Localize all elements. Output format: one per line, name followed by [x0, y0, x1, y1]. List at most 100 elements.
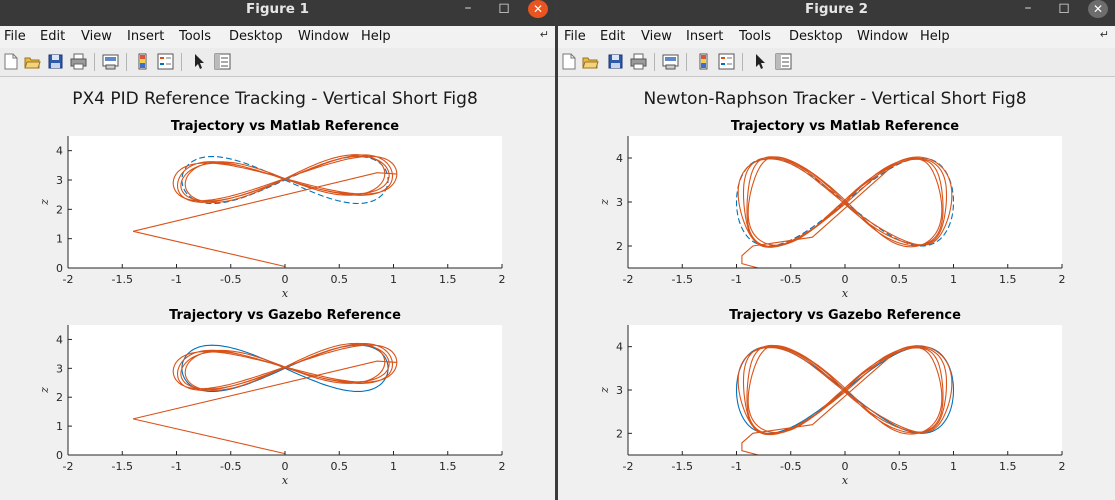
menu-window[interactable]: Window — [298, 29, 350, 44]
x-tick-label: 2 — [499, 460, 506, 473]
x-tick-label: -1.5 — [672, 460, 693, 473]
subplot-title: Trajectory vs Matlab Reference — [731, 119, 959, 134]
menu-insert[interactable]: Insert — [686, 29, 724, 44]
y-tick-label: 2 — [616, 427, 623, 440]
y-tick-label: 1 — [56, 233, 63, 246]
toolbar-separator — [126, 53, 127, 71]
y-tick-label: 2 — [56, 391, 63, 404]
trajectory-series-line — [132, 342, 398, 455]
x-axis-label: x — [282, 474, 289, 487]
menu-help[interactable]: Help — [361, 29, 391, 44]
maximize-button[interactable]: ◻ — [1058, 0, 1070, 16]
select-pointer-icon[interactable] — [191, 53, 208, 70]
insert-colorbar-icon[interactable] — [134, 53, 151, 70]
subplot-gazebo-reference[interactable]: -2 -1.5 -1 -0.5 0 0.5 1 1.5 2 2 3 4 x z Trajectory vs … — [598, 308, 1066, 487]
toolbar — [0, 48, 555, 77]
print-preview-icon[interactable] — [662, 53, 679, 70]
close-button[interactable]: ✕ — [528, 0, 548, 18]
open-file-icon[interactable] — [582, 53, 599, 70]
subplot-matlab-reference[interactable]: -2 -1.5 -1 -0.5 0 0.5 1 1.5 2 2 3 4 x z Trajectory vs … — [598, 119, 1066, 300]
menu-view[interactable]: View — [81, 29, 112, 44]
x-tick-label: 2 — [499, 273, 506, 286]
y-tick-label: 4 — [56, 145, 63, 158]
property-inspector-icon[interactable] — [214, 53, 231, 70]
print-icon[interactable] — [630, 53, 647, 70]
toolbar-separator — [654, 53, 655, 71]
save-icon[interactable] — [47, 53, 64, 70]
minimize-button[interactable]: – — [1024, 0, 1032, 16]
y-tick-label: 2 — [616, 240, 623, 253]
y-tick-label: 3 — [56, 362, 63, 375]
menu-file[interactable]: File — [564, 29, 586, 44]
subplot-matlab-reference[interactable]: -2 -1.5 -1 -0.5 0 0.5 1 1.5 2 0 1 2 3 4 x z Trajectory v… — [38, 119, 506, 300]
x-tick-label: 1 — [390, 460, 397, 473]
x-tick-label: -2 — [623, 460, 634, 473]
menu-insert[interactable]: Insert — [127, 29, 165, 44]
x-axis-label: x — [842, 474, 849, 487]
figure-title: PX4 PID Reference Tracking - Vertical Sh… — [72, 89, 478, 109]
x-axis-label: x — [282, 287, 289, 300]
close-button[interactable]: ✕ — [1088, 0, 1108, 18]
save-icon[interactable] — [607, 53, 624, 70]
maximize-button[interactable]: ◻ — [498, 0, 510, 16]
window-title: Figure 1 — [245, 1, 310, 17]
menu-window[interactable]: Window — [857, 29, 909, 44]
x-tick-label: 0.5 — [891, 460, 909, 473]
x-tick-label: 1.5 — [439, 460, 457, 473]
y-tick-label: 3 — [56, 174, 63, 187]
x-tick-label: -0.5 — [780, 273, 801, 286]
print-icon[interactable] — [70, 53, 87, 70]
select-pointer-icon[interactable] — [752, 53, 769, 70]
x-tick-label: 1 — [390, 273, 397, 286]
minimize-button[interactable]: – — [464, 0, 472, 16]
x-tick-label: 0 — [842, 460, 849, 473]
x-tick-label: -1 — [731, 460, 742, 473]
x-tick-label: 1.5 — [439, 273, 457, 286]
x-tick-label: 2 — [1059, 460, 1066, 473]
x-axis-label: x — [842, 287, 849, 300]
x-tick-label: 1.5 — [999, 273, 1017, 286]
y-tick-label: 2 — [56, 203, 63, 216]
x-tick-label: 1.5 — [999, 460, 1017, 473]
new-figure-icon[interactable] — [2, 53, 19, 70]
insert-legend-icon[interactable] — [718, 53, 735, 70]
title-bar[interactable]: Figure 2 – ◻ ✕ — [558, 0, 1115, 26]
menu-tools[interactable]: Tools — [179, 29, 212, 44]
figure-canvas[interactable]: Newton-Raphson Tracker - Vertical Short … — [558, 77, 1115, 500]
y-tick-label: 1 — [56, 420, 63, 433]
new-figure-icon[interactable] — [560, 53, 577, 70]
x-tick-label: -2 — [63, 460, 74, 473]
x-tick-label: -2 — [63, 273, 74, 286]
menu-desktop[interactable]: Desktop — [789, 29, 843, 44]
insert-legend-icon[interactable] — [157, 53, 174, 70]
x-tick-label: -1 — [171, 460, 182, 473]
trajectory-series-line — [132, 154, 398, 268]
open-file-icon[interactable] — [24, 53, 41, 70]
x-tick-label: 1 — [950, 460, 957, 473]
y-axis-label: z — [38, 387, 51, 394]
y-tick-label: 3 — [616, 384, 623, 397]
x-tick-label: 1 — [950, 273, 957, 286]
y-tick-label: 4 — [56, 333, 63, 346]
menu-desktop[interactable]: Desktop — [229, 29, 283, 44]
menu-bar: File Edit View Insert Tools Desktop Wind… — [558, 26, 1115, 48]
menu-file[interactable]: File — [4, 29, 26, 44]
x-tick-label: -0.5 — [220, 273, 241, 286]
y-axis-label: z — [598, 387, 611, 394]
print-preview-icon[interactable] — [102, 53, 119, 70]
figure-canvas[interactable]: PX4 PID Reference Tracking - Vertical Sh… — [0, 77, 555, 500]
menu-help[interactable]: Help — [920, 29, 950, 44]
x-tick-label: 0.5 — [331, 460, 349, 473]
menu-tools[interactable]: Tools — [739, 29, 772, 44]
x-tick-label: 0.5 — [331, 273, 349, 286]
insert-colorbar-icon[interactable] — [695, 53, 712, 70]
menu-edit[interactable]: Edit — [600, 29, 626, 44]
menu-edit[interactable]: Edit — [40, 29, 66, 44]
subplot-gazebo-reference[interactable]: -2 -1.5 -1 -0.5 0 0.5 1 1.5 2 0 1 2 3 4 x z Trajectory v… — [38, 308, 506, 487]
dock-arrow-icon[interactable]: ↵ — [1099, 28, 1109, 41]
toolbar-separator — [742, 53, 743, 71]
menu-view[interactable]: View — [641, 29, 672, 44]
dock-arrow-icon[interactable]: ↵ — [539, 28, 549, 41]
title-bar[interactable]: Figure 1 – ◻ ✕ — [0, 0, 555, 26]
property-inspector-icon[interactable] — [775, 53, 792, 70]
